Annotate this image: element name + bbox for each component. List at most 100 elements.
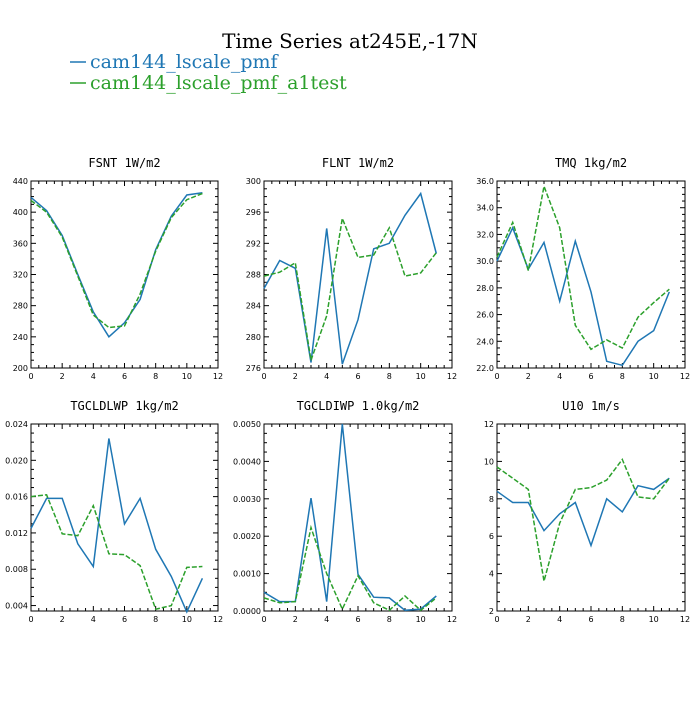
y-tick-label: 0.020 xyxy=(5,456,28,465)
chart-panel-2: FLNT 1W/m2 0 2 4 6 8 10 12 276 280 284 288 292 296 300 xyxy=(246,156,457,381)
x-tick-label: 0 xyxy=(261,372,266,381)
x-tick-label: 2 xyxy=(293,615,298,624)
x-tick-label: 2 xyxy=(60,372,65,381)
series-line-cam144-lscale-pmf xyxy=(30,191,203,338)
x-tick-label: 2 xyxy=(526,615,531,624)
x-tick-label: 6 xyxy=(355,615,360,624)
y-tick-label: 30.0 xyxy=(476,257,494,266)
panel-title: TGCLDLWP 1kg/m2 xyxy=(70,399,178,413)
y-tick-label: 0.004 xyxy=(5,602,28,611)
y-tick-label: 0.024 xyxy=(5,420,28,429)
x-tick-label: 12 xyxy=(447,372,457,381)
y-tick-label: 32.0 xyxy=(476,230,494,239)
y-tick-label: 284 xyxy=(246,302,261,311)
x-tick-label: 10 xyxy=(182,372,192,381)
plot-frame xyxy=(496,423,686,612)
y-tick-label: 296 xyxy=(246,208,261,217)
series-line-cam144-lscale-pmf-a1test xyxy=(30,192,203,329)
plot-frame xyxy=(496,180,686,369)
x-tick-label: 12 xyxy=(447,615,457,624)
y-tick-label: 0.0020 xyxy=(233,532,261,541)
legend-label-series1: cam144_lscale_pmf xyxy=(90,51,280,73)
y-tick-label: 34.0 xyxy=(476,204,494,213)
x-tick-label: 6 xyxy=(122,372,127,381)
series-line-cam144-lscale-pmf xyxy=(30,438,204,614)
y-tick-label: 280 xyxy=(13,302,28,311)
x-tick-label: 4 xyxy=(557,372,562,381)
y-tick-label: 2 xyxy=(489,607,494,616)
panel-title: TGCLDIWP 1.0kg/m2 xyxy=(297,399,420,413)
series-line-cam144-lscale-pmf xyxy=(263,191,438,365)
y-tick-label: 320 xyxy=(13,271,28,280)
panel-title: U10 1m/s xyxy=(562,399,620,413)
y-tick-label: 0.0050 xyxy=(233,420,261,429)
y-tick-label: 300 xyxy=(246,177,261,186)
x-tick-label: 10 xyxy=(182,615,192,624)
x-tick-label: 10 xyxy=(416,372,426,381)
plot-frame xyxy=(30,423,219,612)
y-tick-label: 0.0040 xyxy=(233,457,261,466)
y-tick-label: 10 xyxy=(484,457,494,466)
x-tick-label: 12 xyxy=(680,615,690,624)
x-tick-label: 2 xyxy=(526,372,531,381)
x-tick-label: 4 xyxy=(324,372,329,381)
y-tick-label: 6 xyxy=(489,532,494,541)
x-tick-label: 0 xyxy=(28,372,33,381)
y-tick-label: 240 xyxy=(13,333,28,342)
x-tick-label: 8 xyxy=(620,372,625,381)
y-tick-label: 28.0 xyxy=(476,284,494,293)
y-tick-label: 8 xyxy=(489,495,494,504)
x-tick-label: 12 xyxy=(213,615,223,624)
y-tick-label: 26.0 xyxy=(476,311,494,320)
x-tick-label: 0 xyxy=(494,372,499,381)
chart-panel-1: FSNT 1W/m2 0 2 4 6 8 10 12 200 240 280 320 360 400 440 xyxy=(13,156,223,381)
panels: FSNT 1W/m20 2 4 6 8 10 12200240280320360400440… xyxy=(5,156,690,624)
y-tick-label: 4 xyxy=(489,570,494,579)
x-tick-label: 8 xyxy=(620,615,625,624)
y-tick-label: 440 xyxy=(13,177,28,186)
x-tick-label: 6 xyxy=(588,615,593,624)
panel-title: FSNT 1W/m2 xyxy=(88,156,160,170)
y-tick-label: 0.012 xyxy=(5,529,28,538)
y-tick-label: 292 xyxy=(246,239,261,248)
y-tick-label: 280 xyxy=(246,333,261,342)
chart-panel-3: TMQ 1kg/m2 0 2 4 6 8 10 12 22.0 24.0 26.0 28.0 30.0 3… xyxy=(476,156,690,381)
x-tick-label: 2 xyxy=(60,615,65,624)
series-line-cam144-lscale-pmf-a1test xyxy=(263,215,437,361)
x-tick-label: 2 xyxy=(293,372,298,381)
y-tick-label: 24.0 xyxy=(476,337,494,346)
chart-panel-5: TGCLDIWP 1.0kg/m2 0 2 4 6 8 10 12 0.0000 0.0010 0.… xyxy=(233,399,457,624)
x-tick-label: 4 xyxy=(557,615,562,624)
x-tick-label: 4 xyxy=(91,372,96,381)
x-tick-label: 6 xyxy=(355,372,360,381)
y-tick-label: 36.0 xyxy=(476,177,494,186)
x-tick-label: 12 xyxy=(213,372,223,381)
panel-title: TMQ 1kg/m2 xyxy=(555,156,627,170)
x-tick-label: 0 xyxy=(494,615,499,624)
y-tick-label: 400 xyxy=(13,208,28,217)
series-line-cam144-lscale-pmf-a1test xyxy=(30,493,203,611)
y-tick-label: 0.0030 xyxy=(233,495,261,504)
plot-frame xyxy=(263,180,453,369)
series-line-cam144-lscale-pmf-a1test xyxy=(496,183,670,351)
x-tick-label: 12 xyxy=(680,372,690,381)
y-tick-label: 0.0000 xyxy=(233,607,261,616)
y-tick-label: 200 xyxy=(13,364,28,373)
series-line-cam144-lscale-pmf-a1test xyxy=(263,524,437,612)
x-tick-label: 8 xyxy=(387,372,392,381)
x-tick-label: 6 xyxy=(588,372,593,381)
y-tick-label: 0.008 xyxy=(5,565,28,574)
x-tick-label: 8 xyxy=(387,615,392,624)
legend: cam144_lscale_pmf cam144_lscale_pmf_a1te… xyxy=(70,51,347,94)
x-tick-label: 8 xyxy=(153,615,158,624)
y-tick-label: 12 xyxy=(484,420,494,429)
panel-title: FLNT 1W/m2 xyxy=(322,156,394,170)
series-line-cam144-lscale-pmf xyxy=(263,423,437,612)
plot-frame xyxy=(263,423,453,612)
x-tick-label: 0 xyxy=(261,615,266,624)
legend-label-series2: cam144_lscale_pmf_a1test xyxy=(90,72,347,94)
x-tick-label: 10 xyxy=(649,372,659,381)
series-line-cam144-lscale-pmf xyxy=(496,477,670,548)
